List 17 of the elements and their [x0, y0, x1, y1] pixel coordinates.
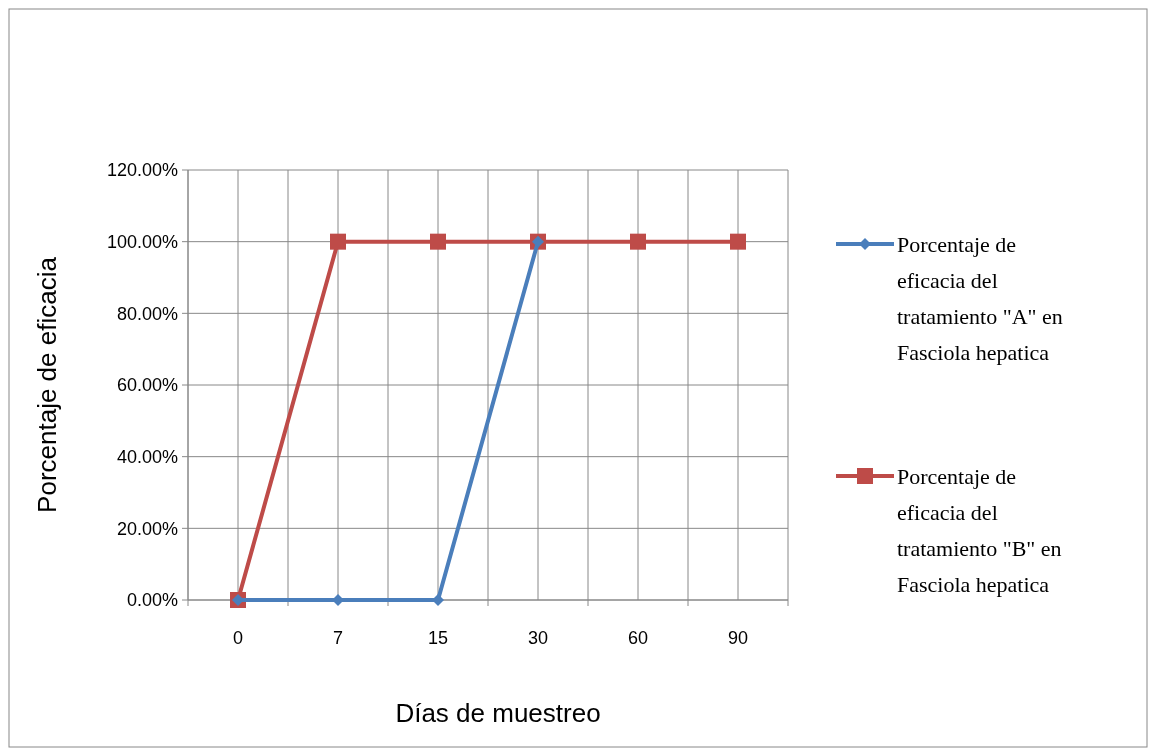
x-tick-label: 60	[627, 628, 649, 648]
x-tick-label: 0	[232, 628, 244, 648]
y-tick-label: 40.00%	[116, 446, 178, 467]
x-tick-label: 30	[527, 628, 549, 648]
y-tick-label: 80.00%	[116, 303, 178, 324]
legend-label: Porcentaje de eficacia del tratamiento "B" en Fasciola hepatica	[897, 464, 1062, 597]
y-axis-title: Porcentaje de eficacia	[32, 256, 62, 513]
y-tick-label: 100.00%	[106, 231, 178, 252]
x-tick-label: 7	[332, 628, 344, 648]
legend-label: Porcentaje de eficacia del tratamiento "A" en Fasciola hepatica	[897, 232, 1063, 365]
y-tick-label: 120.00%	[106, 160, 178, 181]
y-tick-label: 0.00%	[126, 590, 178, 611]
x-tick-label: 15	[427, 628, 449, 648]
y-tick-label: 60.00%	[116, 375, 178, 396]
x-tick-label: 90	[727, 628, 749, 648]
y-tick-label: 20.00%	[116, 518, 178, 539]
x-axis-title: Días de muestreo	[395, 698, 601, 728]
